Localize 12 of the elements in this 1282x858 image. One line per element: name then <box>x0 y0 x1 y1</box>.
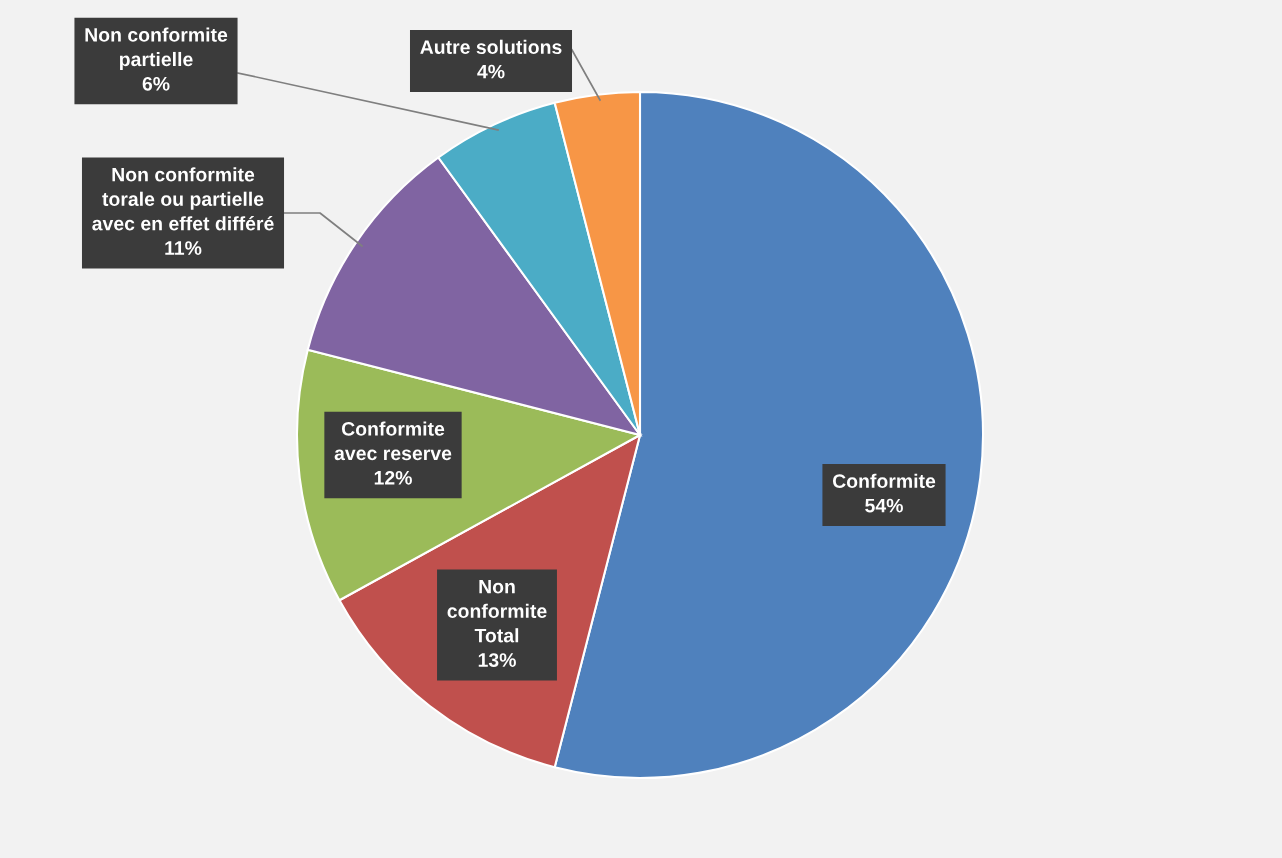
data-label: 11% <box>165 241 202 255</box>
data-label: 13% <box>478 653 516 667</box>
slice-label: Conformite <box>832 473 936 488</box>
slice-label: Non conformite Total <box>447 579 547 643</box>
data-label: 12% <box>374 470 412 485</box>
slice-label: Conformite avec reserve <box>334 421 452 461</box>
slice-label: Non conformite partielle <box>85 27 228 71</box>
slice-label: Non conformite torale ou partielle avec en effet différé <box>92 167 274 231</box>
data-label: 4% <box>477 64 505 79</box>
data-label: 6% <box>142 76 170 91</box>
slice-label: Autre solutions <box>420 39 562 54</box>
data-label: 54% <box>865 498 903 513</box>
